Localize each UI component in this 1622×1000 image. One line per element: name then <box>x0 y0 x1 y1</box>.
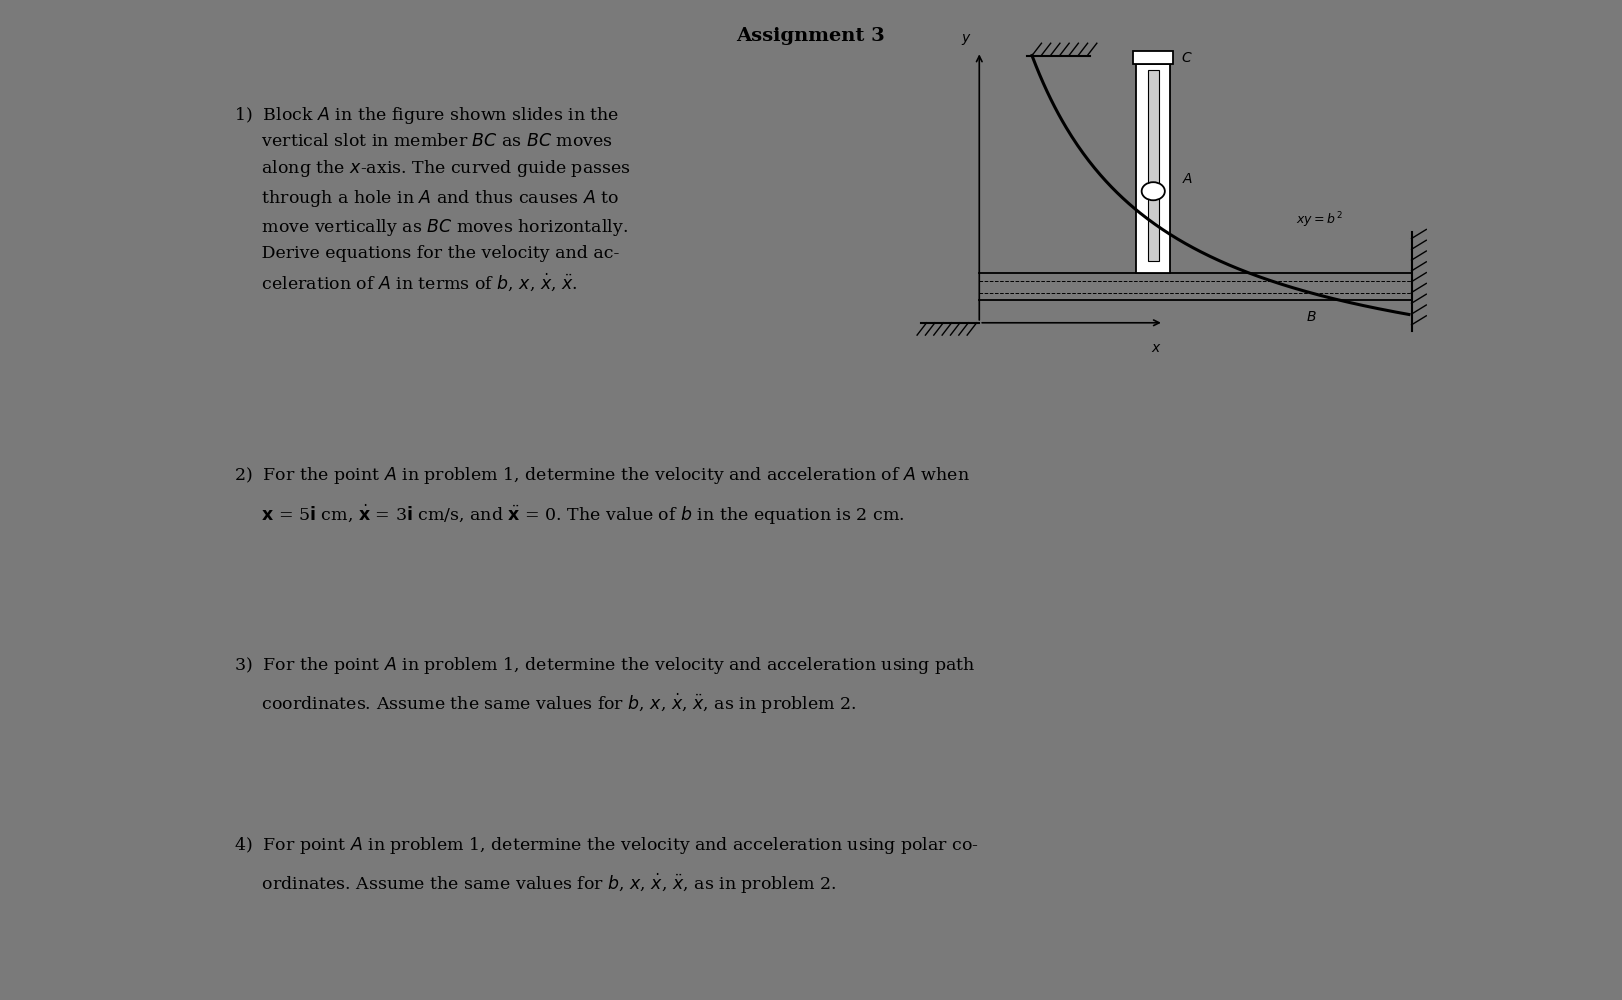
Bar <box>1148 70 1158 261</box>
Circle shape <box>1142 182 1165 200</box>
Text: 3)  For the point $A$ in problem 1, determine the velocity and acceleration usin: 3) For the point $A$ in problem 1, deter… <box>235 655 976 676</box>
Bar <box>1134 51 1173 64</box>
Text: $A$: $A$ <box>1182 172 1194 186</box>
Text: Assignment 3: Assignment 3 <box>736 27 886 45</box>
Text: $y$: $y$ <box>960 32 972 47</box>
Text: 2)  For the point $A$ in problem 1, determine the velocity and acceleration of $: 2) For the point $A$ in problem 1, deter… <box>235 465 970 486</box>
Text: $C$: $C$ <box>1181 51 1192 65</box>
Text: ordinates. Assume the same values for $b$, $x$, $\dot{x}$, $\ddot{x}$, as in pro: ordinates. Assume the same values for $b… <box>235 872 837 896</box>
Text: $xy = b^{\,2}$: $xy = b^{\,2}$ <box>1296 210 1343 230</box>
Text: 1)  Block $A$ in the figure shown slides in the
     vertical slot in member $BC: 1) Block $A$ in the figure shown slides … <box>235 105 631 293</box>
Bar <box>1135 64 1171 273</box>
Text: $\mathbf{x}$ = 5$\mathbf{i}$ cm, $\dot{\mathbf{x}}$ = 3$\mathbf{i}$ cm/s, and $\: $\mathbf{x}$ = 5$\mathbf{i}$ cm, $\dot{\… <box>235 503 905 527</box>
Text: 4)  For point $A$ in problem 1, determine the velocity and acceleration using po: 4) For point $A$ in problem 1, determine… <box>235 835 980 856</box>
Text: $B$: $B$ <box>1306 310 1317 324</box>
Text: coordinates. Assume the same values for $b$, $x$, $\dot{x}$, $\ddot{x}$, as in p: coordinates. Assume the same values for … <box>235 692 856 716</box>
Text: $x$: $x$ <box>1150 341 1161 355</box>
